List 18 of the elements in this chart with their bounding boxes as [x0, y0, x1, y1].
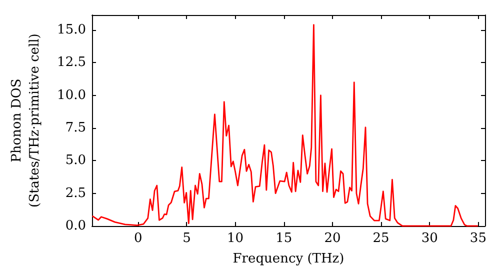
y-tick-label: 0.0: [65, 218, 86, 234]
y-tick-label: 2.5: [65, 186, 86, 201]
y-tick-label: 10.0: [57, 88, 86, 103]
x-tick-label: 20: [324, 231, 341, 246]
x-tick-label: 25: [372, 231, 390, 246]
line-series: [92, 24, 479, 227]
y-axis-title: Phonon DOS (States/THz·primitive cell): [10, 33, 42, 208]
x-tick-label: 35: [470, 231, 486, 246]
y-tick-label: 5.0: [65, 153, 86, 168]
x-tick-label: 30: [421, 231, 438, 246]
y-tick-label: 15.0: [57, 22, 86, 38]
y-tick-label: 7.5: [65, 120, 86, 136]
y-tick-label: 12.5: [57, 55, 86, 70]
x-tick-label: 5: [182, 231, 191, 246]
x-axis-title: Frequency (THz): [232, 252, 344, 266]
x-tick-label: 10: [227, 231, 244, 246]
x-tick-label: 0: [134, 231, 142, 246]
x-tick-label: 15: [276, 231, 292, 246]
